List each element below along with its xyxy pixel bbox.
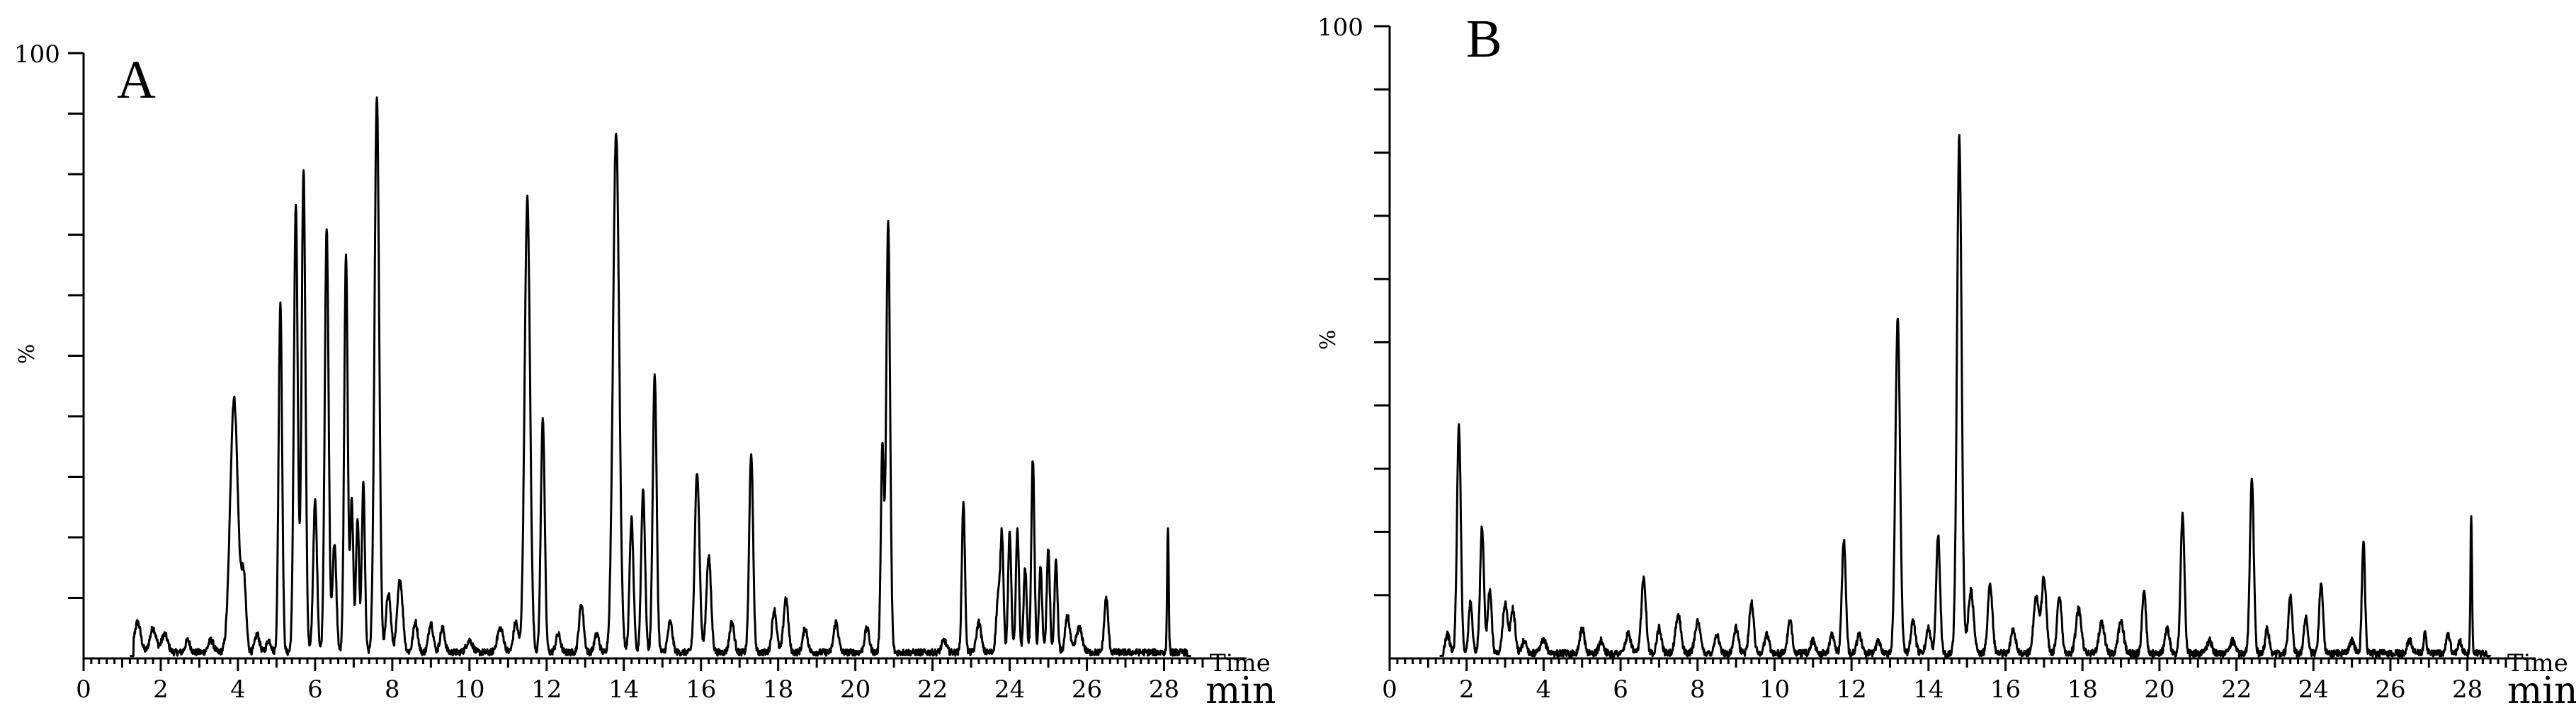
panel-a-label: A <box>117 50 156 110</box>
panel-b-ylabel: % <box>1316 330 1341 350</box>
panel-a-xlabel-min: min <box>1205 670 1276 712</box>
x-tick-label: 18 <box>763 675 793 704</box>
x-tick-label: 2 <box>1459 675 1475 704</box>
x-tick-label: 12 <box>531 675 562 704</box>
x-tick-label: 6 <box>1613 675 1628 704</box>
x-tick-label: 0 <box>1382 675 1397 704</box>
x-tick-label: 14 <box>1913 675 1944 704</box>
x-tick-label: 26 <box>1072 675 1102 704</box>
panel-a-x-ticks: 0 2 4 6 8 10 12 14 16 18 20 22 24 26 28 <box>76 658 1204 704</box>
x-tick-label: 26 <box>2375 675 2405 704</box>
panel-a-ylabel: % <box>15 344 40 365</box>
x-tick-label: 16 <box>1990 675 2021 704</box>
panel-b-series-line <box>1439 134 2492 658</box>
panel-b-xlabel-time: Time <box>2507 649 2568 678</box>
x-tick-label: 22 <box>2221 675 2252 704</box>
x-tick-label: 0 <box>76 675 91 704</box>
x-tick-label: 12 <box>1837 675 1867 704</box>
x-tick-label: 28 <box>1149 675 1179 704</box>
panel-b-x-ticks: 0 2 4 6 8 10 12 14 16 18 20 22 24 26 28 <box>1382 658 2507 704</box>
x-tick-label: 28 <box>2452 675 2483 704</box>
panel-a-ytick-100: 100 <box>14 40 60 69</box>
panel-b-xlabel-min: min <box>2507 670 2576 712</box>
x-tick-label: 16 <box>686 675 716 704</box>
x-tick-label: 22 <box>917 675 948 704</box>
panel-b-label: B <box>1466 9 1502 69</box>
panel-a-series-line <box>129 96 1192 658</box>
x-tick-label: 4 <box>230 675 246 704</box>
x-tick-label: 10 <box>1759 675 1790 704</box>
x-tick-label: 10 <box>454 675 484 704</box>
x-tick-label: 14 <box>608 675 639 704</box>
x-tick-label: 2 <box>153 675 169 704</box>
panel-b-ytick-100: 100 <box>1317 13 1363 42</box>
x-tick-label: 8 <box>1690 675 1706 704</box>
x-tick-label: 6 <box>307 675 323 704</box>
chart-panel-a: A 100 % 0 2 4 6 8 10 12 14 16 18 20 22 24 26 28 Time m… <box>14 40 1276 712</box>
x-tick-label: 24 <box>994 675 1025 704</box>
x-tick-label: 24 <box>2298 675 2329 704</box>
x-tick-label: 18 <box>2067 675 2098 704</box>
panel-a-xlabel-time: Time <box>1210 649 1271 678</box>
x-tick-label: 4 <box>1536 675 1552 704</box>
x-tick-label: 8 <box>385 675 400 704</box>
chart-panel-b: B 100 % 0 2 4 6 8 10 12 14 16 18 20 22 24 26 28 Time m… <box>1316 9 2576 712</box>
x-tick-label: 20 <box>2144 675 2174 704</box>
x-tick-label: 20 <box>840 675 870 704</box>
